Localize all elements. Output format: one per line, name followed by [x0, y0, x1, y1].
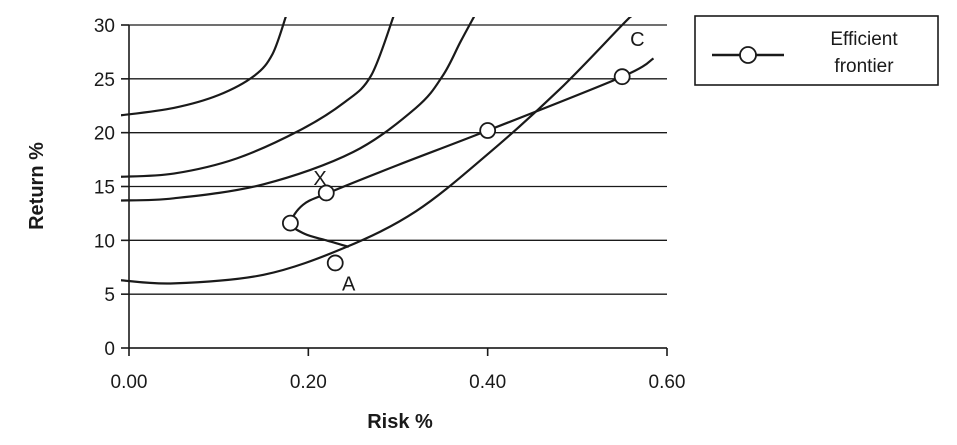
annotation-a: A — [342, 273, 356, 295]
frontier-point — [281, 214, 299, 232]
x-tick-label: 0.60 — [649, 372, 686, 393]
indifference-curve-3 — [121, 17, 476, 202]
y-axis-title: Return % — [26, 142, 48, 230]
frontier-point — [479, 122, 497, 139]
grid — [129, 24, 667, 349]
frontier-point — [326, 254, 344, 272]
annotation-x: X — [313, 168, 326, 190]
legend-label-line1: Efficient — [830, 29, 898, 50]
x-tick-label: 0.20 — [290, 372, 327, 393]
axes — [121, 24, 668, 356]
y-tick-label: 5 — [104, 285, 115, 306]
legend-label-line2: frontier — [834, 56, 894, 77]
tick-labels: 0 5 10 15 20 25 30 0.00 0.20 0.40 0.60 — [94, 16, 686, 393]
indifference-curve-4 — [121, 17, 632, 285]
legend-marker — [739, 46, 757, 64]
indifference-curve-2 — [121, 17, 395, 178]
annotation-c: C — [630, 29, 644, 51]
y-tick-label: 20 — [94, 124, 115, 145]
annotations: X A C — [313, 29, 644, 295]
y-tick-label: 10 — [94, 231, 115, 252]
indifference-curves — [121, 17, 632, 285]
y-tick-label: 0 — [104, 339, 115, 360]
x-axis-title: Risk % — [367, 411, 433, 433]
y-tick-label: 25 — [94, 70, 115, 91]
y-tick-label: 15 — [94, 178, 115, 199]
frontier-series — [281, 57, 655, 272]
legend: Efficient frontier — [694, 15, 939, 86]
frontier-line — [290, 57, 655, 248]
x-tick-label: 0.40 — [469, 372, 506, 393]
frontier-point — [317, 184, 335, 202]
indifference-curve-1 — [121, 17, 287, 117]
legend-box — [694, 15, 939, 86]
y-tick-label: 30 — [94, 16, 115, 37]
x-tick-label: 0.00 — [111, 372, 148, 393]
frontier-point — [613, 68, 631, 86]
